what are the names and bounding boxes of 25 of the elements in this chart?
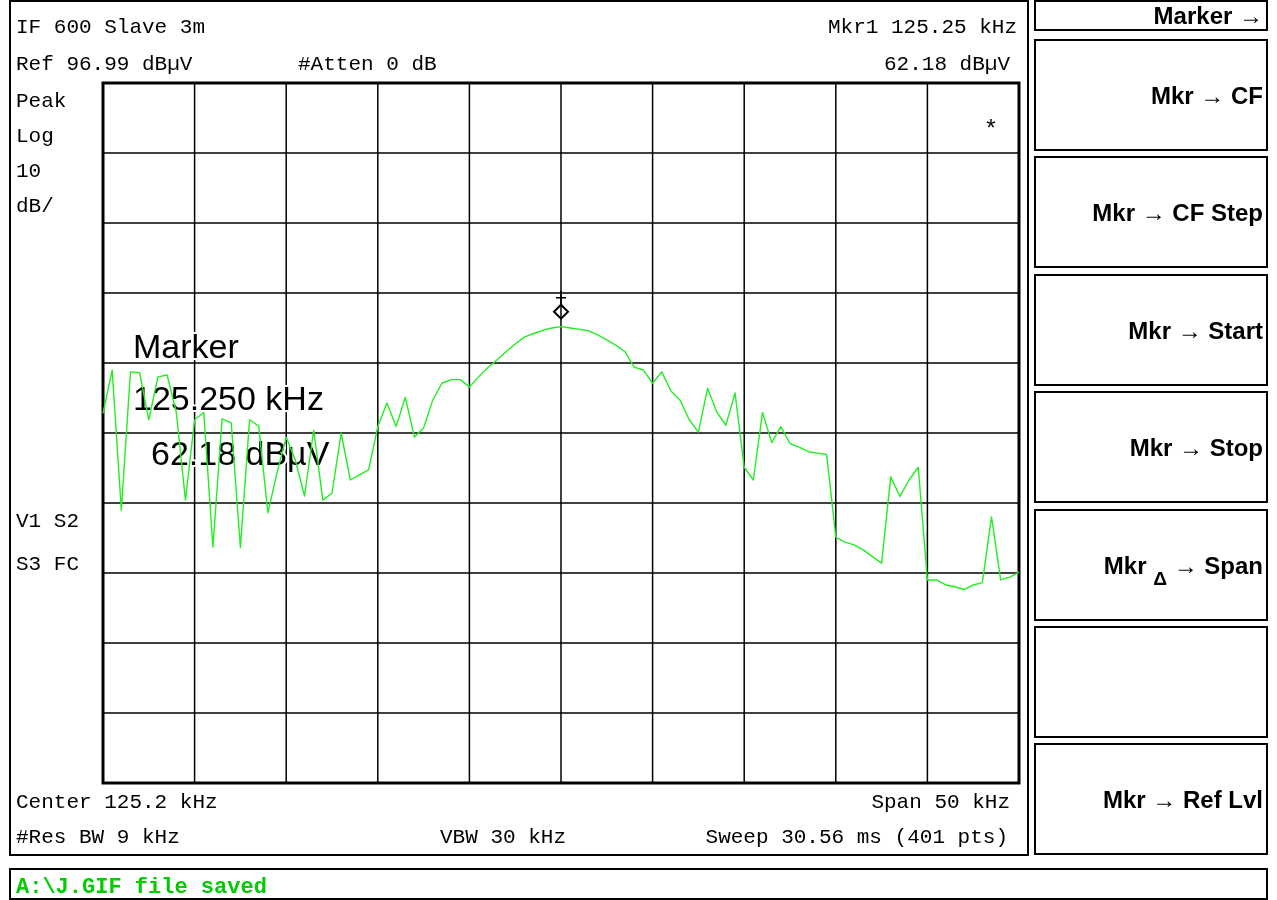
text: #Atten 0 dB	[298, 53, 437, 76]
text: Mkr1 125.25 kHz	[827, 16, 1017, 39]
text: *	[983, 117, 999, 144]
text: Log	[16, 125, 54, 148]
text: V1 S2	[16, 510, 80, 533]
text: Mkr → CF	[1150, 82, 1263, 109]
text: Mkr → CF Step	[1092, 199, 1263, 226]
text: #Res BW 9 kHz	[16, 826, 180, 849]
text: Sweep 30.56 ms (401 pts)	[705, 826, 1008, 849]
text: Peak	[16, 90, 67, 113]
text: Mkr → Start	[1128, 317, 1263, 344]
text: 10	[16, 160, 42, 183]
text: Mkr → Stop	[1129, 434, 1263, 461]
text: Marker →	[1153, 2, 1263, 29]
text: 62.18 dBµV	[883, 53, 1011, 76]
text: Span 50 kHz	[871, 791, 1010, 814]
text: Mkr → Ref Lvl	[1102, 786, 1263, 813]
text: Center 125.2 kHz	[16, 791, 218, 814]
text: VBW 30 kHz	[440, 826, 567, 849]
text: IF 600 Slave 3m	[16, 16, 206, 39]
text: S3 FC	[16, 553, 80, 576]
text: A:\J.GIF file saved	[16, 875, 267, 900]
text: Ref 96.99 dBµV	[16, 53, 193, 76]
text: dB/	[16, 195, 54, 218]
text: Mkr $_{Δ}$ → Span	[1103, 552, 1263, 589]
